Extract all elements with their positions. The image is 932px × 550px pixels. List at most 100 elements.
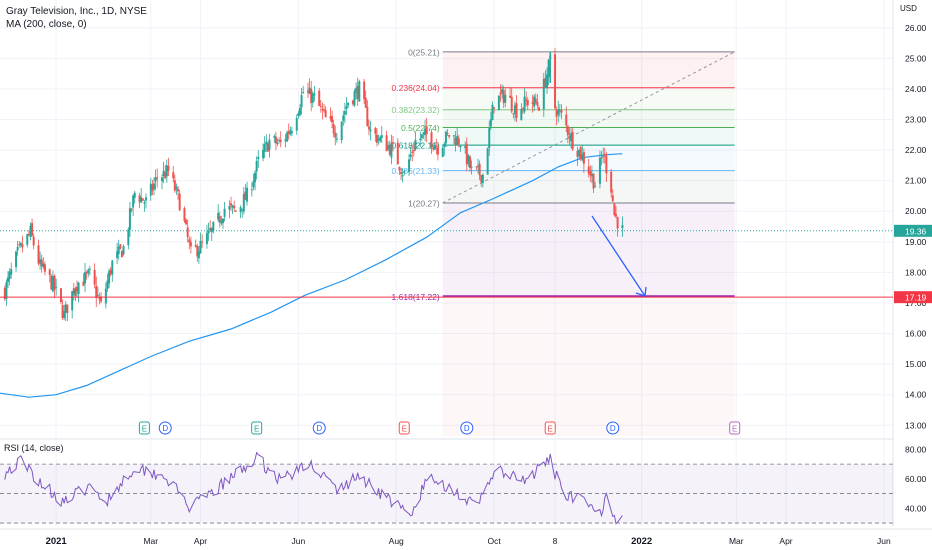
candle-body (356, 86, 359, 99)
candle-body (297, 113, 300, 116)
candle-body (491, 104, 494, 121)
candle-body (568, 136, 571, 139)
earnings-marker-label: E (732, 425, 737, 434)
candle-body (547, 59, 550, 78)
dividend-marker-label: D (162, 424, 168, 433)
rsi-legend[interactable]: RSI (14, close) (4, 443, 64, 453)
dividend-marker (158, 421, 172, 435)
earnings-marker-label: E (548, 425, 553, 434)
candle-body (364, 97, 367, 108)
candle-body (143, 202, 146, 204)
rsi-tick-label: 40.00 (905, 503, 927, 513)
last-price-badge-label: 19.36 (905, 226, 927, 236)
fib-level-label: 1(20.27) (408, 198, 440, 208)
last-price-badge (894, 224, 932, 237)
candle-body (262, 149, 265, 159)
time-tick-label: Apr (779, 536, 792, 546)
candle-body (470, 166, 473, 168)
candle-body (119, 244, 122, 249)
candle-body (177, 188, 180, 192)
candle-body (72, 288, 75, 295)
candle-body (201, 241, 204, 243)
candle-body (340, 121, 343, 140)
candle-body (116, 251, 119, 258)
candle-body (396, 142, 399, 165)
candle-body (611, 195, 614, 202)
time-tick-label: Jun (292, 536, 306, 546)
candle-body (71, 291, 74, 311)
price-tick-label: 24.00 (905, 84, 927, 94)
candle-body (100, 296, 103, 302)
candle-body (594, 186, 597, 188)
candle-body (456, 136, 459, 145)
candle-body (388, 144, 391, 155)
candle-body (27, 234, 30, 236)
candle-body (557, 109, 560, 115)
fib-level-label: 0.236(24.04) (392, 83, 440, 93)
candle-body (284, 139, 287, 142)
candle-body (117, 246, 120, 255)
candle-body (109, 269, 112, 275)
candle-body (478, 163, 481, 176)
candle-body (39, 259, 42, 264)
candle-body (61, 305, 64, 318)
candle-body (554, 54, 557, 109)
candle-body (189, 242, 192, 247)
candle-body (592, 173, 595, 189)
candle-body (536, 102, 539, 106)
candle-body (252, 180, 255, 188)
candle-body (432, 148, 435, 150)
chart-title[interactable]: Gray Television, Inc., 1D, NYSE (6, 6, 147, 17)
ma-legend[interactable]: MA (200, close, 0) (6, 19, 87, 30)
candle-body (295, 118, 298, 131)
candle-body (533, 96, 536, 107)
annotations[interactable] (0, 215, 893, 298)
time-tick-label: 2022 (631, 536, 652, 547)
candle-body (178, 193, 181, 211)
time-axis[interactable]: 2021 Mar Apr Jun Aug Oct 8 2022 Mar Apr Jun (0, 528, 932, 547)
candle-body (18, 244, 21, 246)
candle-body (21, 244, 24, 248)
price-tick-label: 19.00 (905, 237, 927, 247)
candle-body (263, 143, 266, 152)
candle-body (128, 208, 131, 230)
candle-body (205, 233, 208, 245)
candle-body (95, 285, 98, 298)
fib-zone (442, 202, 735, 297)
candle-body (489, 119, 492, 127)
dividend-marker (312, 421, 326, 435)
earnings-marker (729, 421, 741, 435)
candle-body (48, 269, 51, 276)
candle-body (600, 157, 603, 159)
candle-body (82, 281, 85, 286)
earnings-marker-label: E (142, 425, 147, 434)
candle-body (43, 264, 46, 272)
candle-body (332, 123, 335, 134)
rsi-pane (0, 451, 893, 525)
candle-body (223, 208, 226, 217)
candle-body (558, 110, 561, 112)
candle-body (605, 155, 608, 174)
candle-body (465, 143, 468, 165)
candle-body (367, 126, 370, 130)
candle-body (279, 139, 282, 143)
earnings-marker (251, 421, 263, 435)
fib-zone (442, 51, 735, 88)
candle-body (454, 137, 457, 146)
candle-body (87, 270, 90, 274)
candle-body (377, 138, 380, 140)
candle-body (531, 102, 534, 104)
price-axis[interactable]: USD 26.00 25.00 24.00 23.00 22.00 21.00 20.00 19… (894, 4, 932, 513)
fib-level-label: 0.382(23.32) (392, 105, 440, 115)
candle-body (218, 215, 221, 223)
candle-body (265, 141, 268, 145)
candle-body (144, 197, 147, 201)
candle-body (64, 304, 67, 313)
candle-body (140, 197, 143, 203)
fibonacci-retracement[interactable]: 0(25.21) 0.236(24.04) 0.382(23.32) 0.5(22.7… (392, 47, 735, 436)
candle-body (93, 269, 96, 285)
candle-body (221, 218, 224, 224)
candle-body (172, 172, 175, 179)
